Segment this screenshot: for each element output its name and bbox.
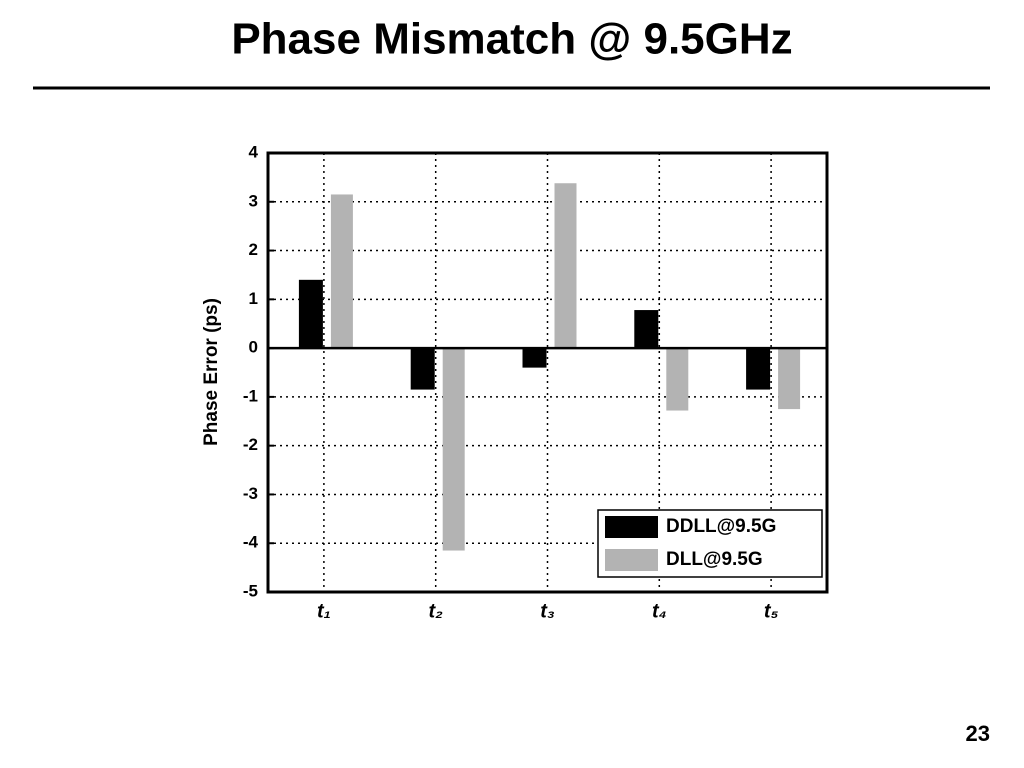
- bar: [410, 348, 435, 390]
- y-axis-label: Phase Error (ps): [201, 298, 222, 446]
- bar: [778, 348, 801, 410]
- bar: [298, 279, 323, 349]
- bar: [666, 348, 689, 411]
- y-tick-label: 3: [249, 191, 258, 210]
- y-tick-label: 1: [249, 289, 258, 308]
- y-tick-label: 2: [249, 240, 258, 259]
- y-tick-label: -1: [243, 386, 258, 405]
- y-tick-label: 0: [249, 338, 258, 357]
- y-tick-label: -2: [243, 435, 258, 454]
- plot-frame: [266, 151, 829, 594]
- legend-swatch: [605, 549, 658, 571]
- page-number: 23: [966, 721, 990, 746]
- bar: [522, 348, 547, 368]
- bar: [442, 348, 465, 551]
- legend-label: DDLL@9.5G: [666, 516, 776, 537]
- legend-label: DLL@9.5G: [666, 549, 763, 570]
- x-tick-label: t₄: [652, 600, 667, 622]
- y-tick-label: -5: [243, 581, 258, 600]
- bar: [746, 348, 771, 390]
- bar: [330, 194, 353, 349]
- y-tick-label: -4: [243, 533, 259, 552]
- legend-swatch: [605, 516, 658, 538]
- slide-title: Phase Mismatch @ 9.5GHz: [231, 15, 792, 64]
- bar: [554, 183, 577, 349]
- x-tick-label: t₃: [540, 600, 555, 622]
- x-tick-label: t₅: [764, 600, 779, 622]
- bar: [634, 310, 659, 349]
- y-tick-label: -3: [243, 484, 258, 503]
- x-tick-label: t₂: [429, 600, 444, 622]
- y-tick-label: 4: [249, 142, 259, 161]
- x-tick-label: t₁: [317, 600, 331, 622]
